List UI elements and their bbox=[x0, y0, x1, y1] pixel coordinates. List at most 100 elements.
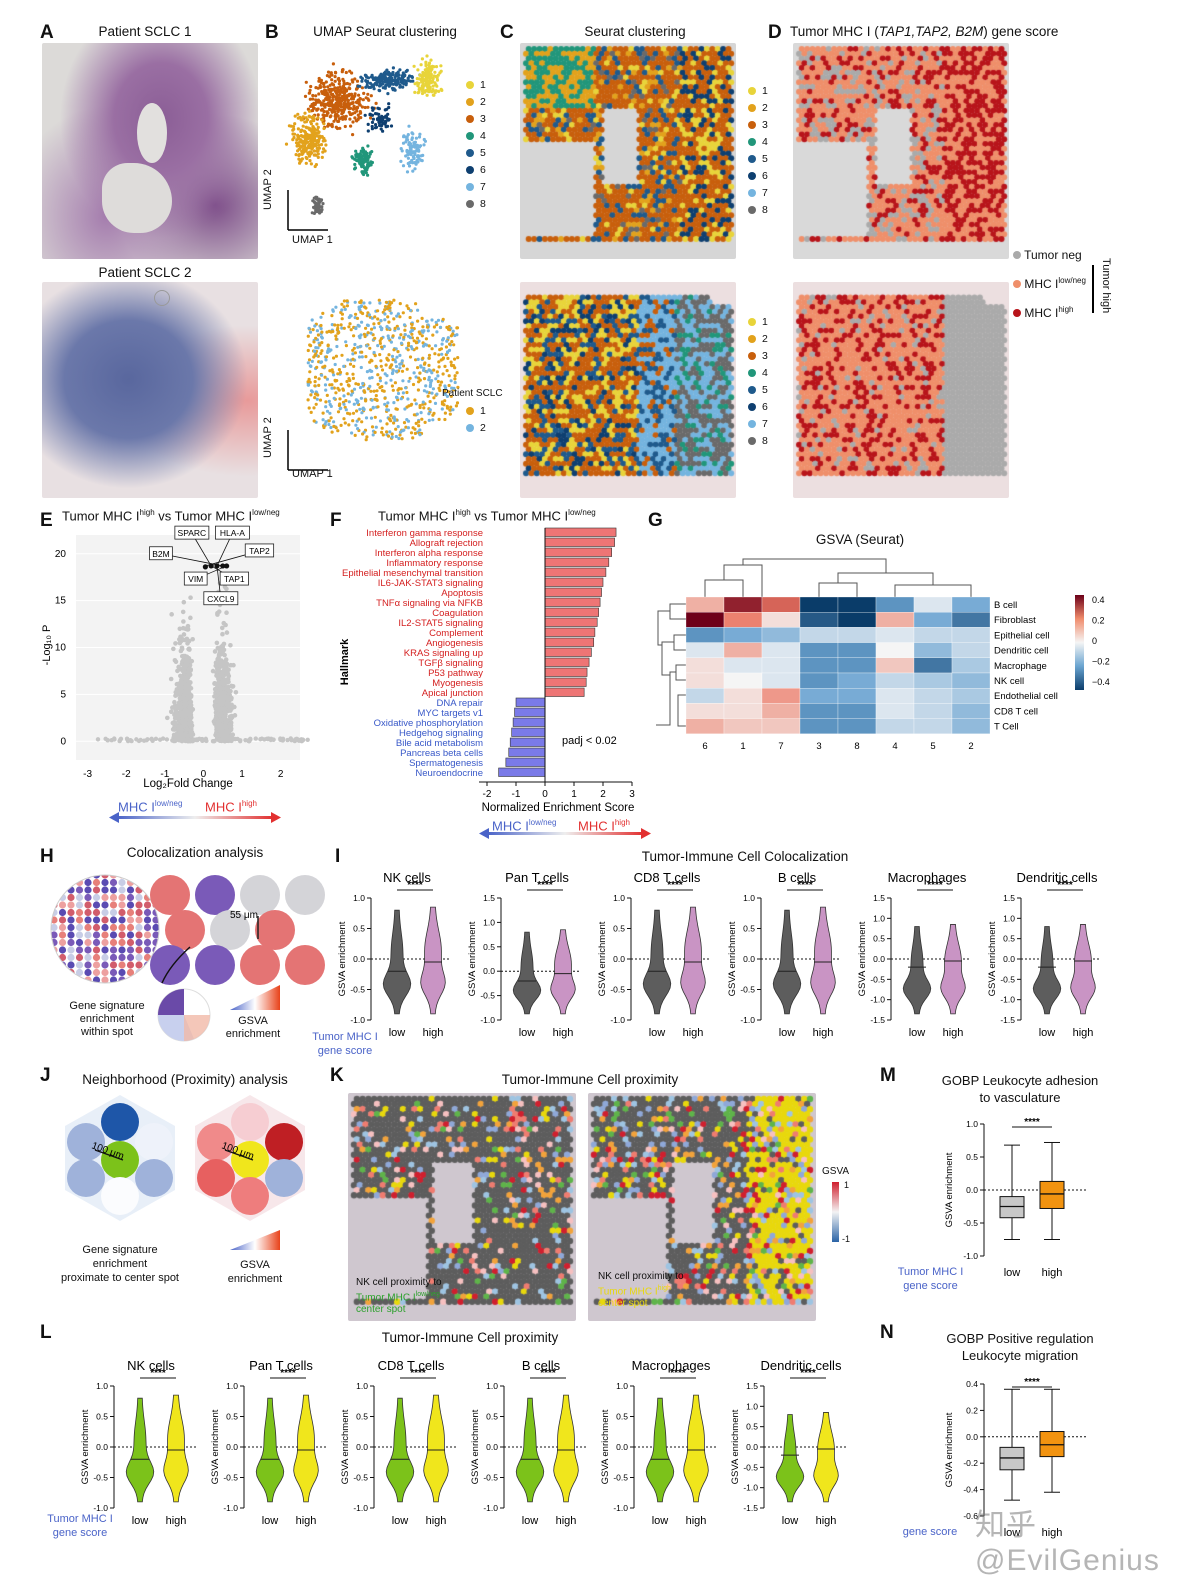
umap-patient-point bbox=[347, 400, 351, 404]
box-ytick: -0.5 bbox=[963, 1218, 978, 1228]
umap-patient-point bbox=[386, 315, 390, 319]
spot-dot bbox=[92, 875, 101, 879]
umap-patient-point bbox=[422, 406, 426, 410]
umap-patient-point bbox=[375, 389, 379, 393]
umap-cluster-point bbox=[359, 149, 363, 153]
center-spot-high bbox=[231, 1141, 269, 1179]
umap-patient-point bbox=[348, 362, 353, 366]
umap-cluster-point bbox=[325, 110, 329, 114]
violin-ytick: -0.5 bbox=[223, 1473, 238, 1483]
umap-cluster-point bbox=[399, 159, 403, 163]
heatmap-cell bbox=[685, 703, 725, 719]
volcano-point bbox=[216, 706, 222, 711]
spot-dot bbox=[67, 931, 75, 939]
umap-patient-point bbox=[406, 334, 411, 338]
volcano-point bbox=[187, 647, 192, 652]
volcano-point bbox=[182, 637, 187, 643]
volcano-point bbox=[187, 672, 193, 678]
violin-shape bbox=[1070, 924, 1096, 1015]
volcano-point bbox=[226, 708, 232, 713]
violin-shape bbox=[512, 931, 542, 1015]
heatmap-row-label: NK cell bbox=[994, 676, 1024, 687]
umap-patient-point bbox=[448, 328, 452, 332]
spot-dot bbox=[126, 916, 135, 924]
gsea-term-label: MYC targets v1 bbox=[418, 708, 483, 719]
volcano-point bbox=[177, 695, 183, 700]
volcano-point bbox=[153, 736, 159, 742]
spot-dot bbox=[143, 916, 152, 924]
spot-dot bbox=[58, 875, 67, 879]
umap-cluster-point bbox=[410, 75, 414, 79]
spot-dot bbox=[92, 923, 101, 932]
cluster-color-swatch bbox=[748, 154, 756, 163]
umap-patient-point bbox=[324, 400, 328, 404]
umap-patient-point bbox=[366, 331, 370, 335]
umap-cluster-point bbox=[412, 161, 416, 165]
umap-cluster-point bbox=[300, 157, 304, 161]
umap-cluster-point bbox=[427, 63, 431, 67]
umap-patient-point bbox=[388, 430, 392, 434]
umap-cluster-point bbox=[340, 94, 344, 99]
cluster-legend-item: 4 bbox=[748, 364, 768, 381]
umap-patient-point bbox=[389, 311, 393, 315]
umap-cluster-point bbox=[413, 167, 417, 171]
umap-patient-point bbox=[398, 315, 402, 319]
umap-cluster-point bbox=[333, 70, 338, 74]
cluster-legend-item: 5 bbox=[748, 381, 768, 398]
umap-patient-point bbox=[355, 409, 359, 413]
umap-cluster-point bbox=[304, 155, 308, 160]
gsea-xtick: -2 bbox=[483, 789, 492, 800]
pie-illustration bbox=[157, 988, 211, 1042]
umap-patient-point bbox=[338, 402, 342, 406]
gsea-bar bbox=[544, 627, 596, 637]
violins-l: NK cells 1.0 0.5 0.0 -0.5 -1.0 GSVA enrichment… bbox=[78, 1356, 878, 1531]
violin-ytick: 1.0 bbox=[616, 1381, 628, 1391]
violin-shape bbox=[772, 909, 802, 1015]
umap-patient-point bbox=[359, 304, 364, 308]
umap-patient-point bbox=[427, 344, 431, 348]
umap-cluster-point bbox=[301, 147, 305, 151]
umap-patient-point bbox=[367, 313, 371, 317]
umap-patient-point bbox=[394, 427, 398, 431]
gsea-bar bbox=[544, 577, 604, 587]
violin-ytick: 0.5 bbox=[96, 1412, 108, 1422]
violin-i-group-label: Tumor MHC I gene score bbox=[312, 1031, 378, 1057]
volcano-point bbox=[222, 738, 228, 744]
umap-patient-point bbox=[389, 378, 393, 382]
heatmap-col-label: 7 bbox=[778, 741, 783, 752]
gsea-bar bbox=[509, 737, 546, 747]
umap-patient-point bbox=[402, 428, 406, 432]
gsea-term-label: Apoptosis bbox=[441, 588, 483, 599]
spot-dot bbox=[51, 938, 58, 947]
umap-cluster-point bbox=[315, 149, 319, 153]
umap-cluster-point bbox=[348, 106, 353, 110]
violin-ytick: -0.5 bbox=[483, 1473, 498, 1483]
umap-cluster-point bbox=[311, 106, 316, 110]
gsea-term-label: Complement bbox=[429, 628, 483, 639]
spot-dot bbox=[75, 916, 84, 924]
spot-dot bbox=[101, 953, 109, 962]
umap-cluster-point bbox=[425, 67, 429, 71]
umap-patient-point bbox=[346, 358, 350, 362]
umap-cluster-point bbox=[423, 89, 428, 93]
umap-patient-point bbox=[443, 364, 447, 368]
umap-cluster-point bbox=[342, 88, 346, 92]
heatmap-cell bbox=[837, 672, 877, 689]
umap-patient-point bbox=[419, 365, 423, 369]
violin-title: Pan T cells bbox=[249, 1358, 313, 1373]
spot-dot bbox=[152, 931, 159, 939]
umap-cluster-point bbox=[324, 102, 328, 106]
volcano-label-box bbox=[244, 543, 275, 558]
cluster-color-swatch bbox=[748, 137, 756, 146]
umap-patient-point bbox=[438, 325, 443, 329]
heatmap-cell bbox=[875, 672, 915, 689]
umap-cluster-point bbox=[405, 68, 409, 72]
umap-patient-point bbox=[364, 306, 368, 310]
umap-cluster-point bbox=[333, 105, 337, 109]
violin-ytick: 1.5 bbox=[873, 893, 885, 903]
umap-cluster-point bbox=[359, 75, 363, 79]
umap-cluster-point bbox=[439, 64, 443, 68]
umap-patient-point bbox=[384, 300, 388, 304]
umap-cluster-point bbox=[314, 153, 318, 157]
umap-patient-point bbox=[313, 375, 318, 379]
